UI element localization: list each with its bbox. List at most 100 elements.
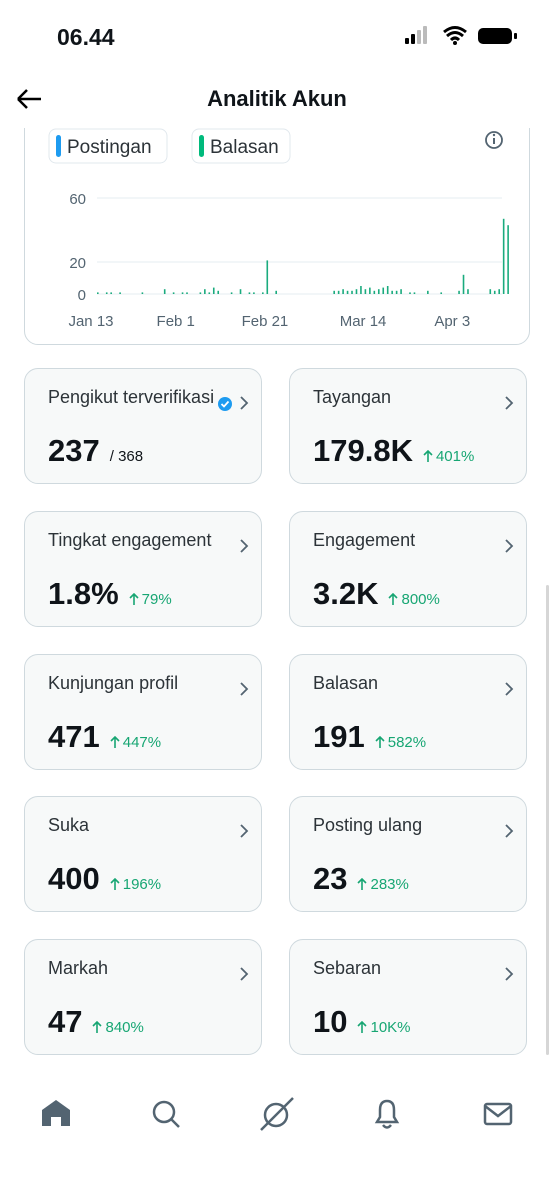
chevron-path [505,396,514,410]
bar [386,286,389,294]
metric-card[interactable]: Suka 400 196% [24,796,262,912]
info-icon-ring [485,131,503,149]
metric-card[interactable]: Balasan 191 582% [289,654,527,770]
bar [373,290,376,294]
metric-card[interactable]: Sebaran 10 10K% [289,939,527,1055]
chevron-path [240,539,249,553]
metric-value: 47 840% [48,1004,144,1040]
chevron [240,682,249,696]
up-arrow [110,735,120,748]
chevron-path [505,967,514,981]
bar [467,289,469,294]
metric-value: 471 447% [48,719,161,755]
bar [181,292,184,294]
metric-label: Tingkat engagement [48,530,212,550]
chevron [240,396,249,410]
metric-value: 237 / 368 [48,433,143,469]
chart: Postingan Balasan 0 20 60 Jan 13 Feb 1 Feb 21 Ma… [48,128,509,330]
metric-label: Markah [48,958,109,978]
metric-number: 47 [48,1004,83,1039]
legend-swatch [199,135,204,157]
legend-label: Postingan [67,137,152,158]
back-button[interactable] [14,86,44,112]
metric-label: Engagement [313,530,416,550]
x-tick-label: Feb 21 [242,313,289,330]
metric-card[interactable]: Tayangan 179.8K 401% [289,368,527,484]
header: Analitik Akun [0,72,554,128]
up-arrow [388,592,399,605]
nav-search[interactable] [152,1100,180,1128]
nav-home[interactable] [42,1100,70,1126]
bar [502,218,505,294]
metric-change: 582% [375,734,426,751]
metric-change-text: 196% [122,876,162,893]
metric-value: 191 582% [313,719,426,755]
metric-change: 10K% [357,1019,411,1036]
metric-card[interactable]: Markah 47 840% [24,939,262,1055]
bar [498,289,500,294]
metric-change-text: 79% [141,591,172,608]
metric-value: 3.2K 800% [313,576,440,612]
bar [395,290,398,294]
bar [493,290,496,294]
bar [346,290,349,294]
bar [217,290,220,294]
chevron-path [240,824,249,838]
bar [355,289,358,294]
bottom-nav [42,1097,513,1131]
bar [364,289,367,294]
y-tick-label: 20 [69,255,86,272]
bar [337,290,340,294]
chevron [240,824,249,838]
bar [360,286,362,294]
bar [351,290,353,294]
metric-number: 400 [48,861,100,896]
nav-notifications[interactable] [374,1099,400,1129]
metric-card[interactable]: Kunjungan profil 471 447% [24,654,262,770]
metric-label: Sebaran [313,958,382,978]
verified-badge [218,397,232,411]
metric-card[interactable]: Tingkat engagement 1.8% 79% [24,511,262,627]
bar [186,292,188,294]
y-tick-label: 0 [78,287,86,304]
info-icon-bar [493,138,495,144]
chevron-path [505,824,514,838]
bar [377,289,380,294]
bar [342,289,344,294]
verified-badge-check [220,400,230,408]
metric-value: 400 196% [48,861,161,897]
up-arrow [357,877,368,890]
bar [204,289,206,294]
metric-card[interactable]: Posting ulang 23 283% [289,796,527,912]
header-title: Analitik Akun [207,86,347,111]
metric-card[interactable]: Pengikut terverifikasi 237 / 368 [24,368,262,484]
up-arrow-path [110,735,120,748]
bar [163,289,166,294]
metric-card[interactable]: Engagement 3.2K 800% [289,511,527,627]
metric-number: 179.8K [313,433,413,468]
bar [275,290,277,294]
metric-label: Tayangan [313,387,392,407]
chevron [505,682,514,696]
metric-number: 191 [313,719,365,754]
up-arrow [129,592,139,605]
bar [141,292,144,294]
bar [391,290,393,294]
bar [199,292,202,294]
metric-label: Balasan [313,673,379,693]
bar [400,289,402,294]
bar [489,289,492,294]
nav-grok[interactable] [260,1097,294,1131]
metric-value: 23 283% [313,861,409,897]
up-arrow [375,735,385,748]
chevron-path [505,682,514,696]
x-tick-label: Mar 14 [340,313,387,330]
chevron [505,824,514,838]
bar [253,292,255,294]
y-tick-label: 60 [69,191,86,208]
nav-messages[interactable] [483,1102,513,1126]
metric-change-text: 840% [105,1019,144,1036]
up-arrow [92,1020,103,1033]
chevron-path [240,396,249,410]
bar [119,292,121,294]
